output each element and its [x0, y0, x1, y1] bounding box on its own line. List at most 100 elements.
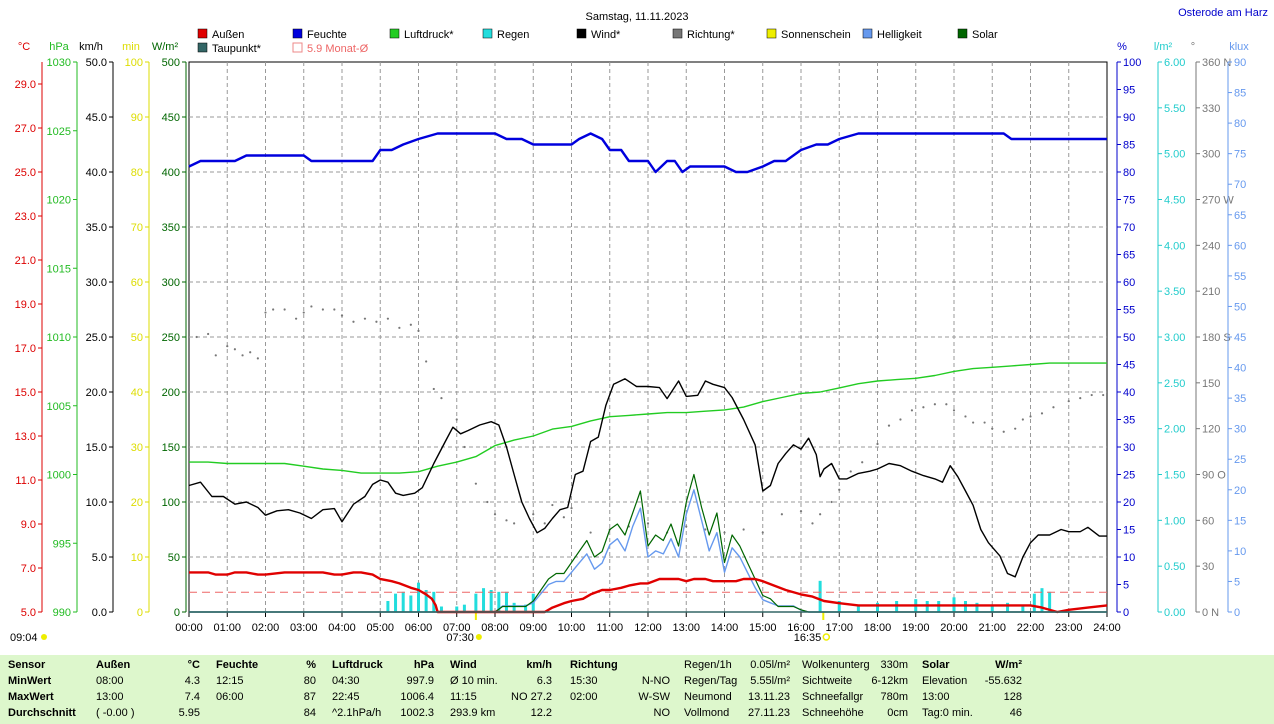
- axis-tick-label: 55: [1234, 271, 1246, 283]
- misc-label: Regen/Tag: [684, 675, 738, 687]
- stat-time: Wind: [450, 659, 477, 671]
- direction-point: [991, 427, 994, 430]
- direction-point: [723, 531, 726, 534]
- axis-tick-label: 180 S: [1202, 332, 1231, 344]
- sunrise-time: 07:30: [446, 632, 474, 644]
- x-axis-tick-label: 23:00: [1055, 622, 1083, 634]
- rain-bar: [489, 590, 493, 612]
- direction-point: [830, 500, 833, 504]
- series-line-solar: [189, 473, 1107, 613]
- axis-tick-label: 35: [1123, 415, 1135, 427]
- axis-tick-label: 35.0: [86, 222, 107, 234]
- axis-tick-label: 0: [174, 607, 180, 619]
- direction-point: [295, 317, 298, 320]
- axis-tick-label: 1.00: [1164, 515, 1185, 527]
- stat-value: 84: [303, 707, 316, 719]
- stat-value: 7.4: [184, 691, 200, 703]
- direction-point: [333, 308, 336, 311]
- direction-point: [1014, 427, 1017, 430]
- axis-tick-label: 200: [162, 387, 180, 399]
- solar-value: 128: [1003, 691, 1022, 703]
- stat-time: ^2.1hPa/h: [332, 707, 382, 719]
- axis-tick-label: 90: [1234, 57, 1246, 69]
- axis-tick-label: 500: [162, 57, 180, 69]
- axis-unit: %: [1117, 41, 1127, 53]
- direction-point: [933, 403, 936, 406]
- direction-point: [1067, 400, 1070, 403]
- direction-point: [310, 305, 313, 308]
- axis-tick-label: 40: [131, 387, 143, 399]
- axis-tick-label: 995: [53, 538, 71, 550]
- direction-point: [1029, 415, 1032, 418]
- legend-label: Regen: [497, 29, 529, 41]
- x-axis-tick-label: 11:00: [596, 622, 623, 634]
- misc-value: 27.11.23: [747, 707, 790, 719]
- axis-tick-label: 5.0: [92, 552, 107, 564]
- direction-point: [742, 528, 745, 531]
- direction-point: [386, 317, 389, 320]
- axis-tick-label: 29.0: [15, 79, 36, 91]
- direction-point: [780, 513, 783, 516]
- legend-label: Helligkeit: [877, 29, 922, 41]
- x-axis-tick-label: 00:00: [175, 622, 203, 634]
- axis-tick-label: 10.0: [86, 497, 107, 509]
- direction-point: [964, 415, 967, 418]
- legend-label: Sonnenschein: [781, 29, 851, 41]
- axis-unit: min: [122, 41, 140, 53]
- axis-tick-label: 21.0: [15, 255, 36, 267]
- stat-time: ( -0.00 ): [96, 707, 135, 719]
- axis-tick-label: 0 N: [1202, 607, 1219, 619]
- x-axis-tick-label: 05:00: [366, 622, 394, 634]
- rain-bar: [1032, 593, 1036, 612]
- axis-tick-label: 50: [131, 332, 143, 344]
- axis-unit: °: [1191, 41, 1195, 53]
- stat-time: Luftdruck: [332, 659, 383, 671]
- axis-tick-label: 150: [1202, 378, 1220, 390]
- axis-tick-label: 30: [131, 442, 143, 454]
- direction-point: [474, 482, 477, 485]
- x-axis-tick-label: 17:00: [825, 622, 853, 634]
- axis-tick-label: 35: [1234, 393, 1246, 405]
- stat-time: 13:00: [96, 691, 124, 703]
- axis-tick-label: 60: [1234, 240, 1246, 252]
- direction-point: [838, 488, 841, 491]
- misc-label: Sichtweite: [802, 675, 853, 687]
- direction-point: [972, 421, 975, 424]
- direction-point: [551, 503, 554, 507]
- series-line-helligkeit: [189, 489, 1107, 613]
- axis-tick-label: 0: [1123, 607, 1129, 619]
- axis-tick-label: 1005: [47, 401, 71, 413]
- axis-tick-label: 0.50: [1164, 561, 1185, 573]
- direction-point: [945, 403, 948, 406]
- solar-label: Tag:0 min.: [922, 707, 973, 719]
- axis-tick-label: 40.0: [86, 167, 107, 179]
- stat-time: 04:30: [332, 675, 360, 687]
- axis-tick-label: 30.0: [86, 277, 107, 289]
- axis-tick-label: 60: [1202, 515, 1214, 527]
- direction-point: [214, 354, 217, 357]
- legend-label: Solar: [972, 29, 998, 41]
- direction-point: [1021, 418, 1024, 421]
- direction-point: [1079, 397, 1082, 400]
- misc-label: Wolkenunterg: [802, 659, 870, 671]
- direction-point: [761, 531, 764, 534]
- axis-tick-label: 5.50: [1164, 103, 1185, 115]
- x-axis-tick-label: 19:00: [902, 622, 930, 634]
- direction-point: [398, 326, 401, 329]
- axis-tick-label: 210: [1202, 286, 1220, 298]
- axis-tick-label: 10: [1123, 552, 1135, 564]
- axis-tick-label: 400: [162, 167, 180, 179]
- axis-tick-label: 65: [1234, 210, 1246, 222]
- axis-tick-label: 70: [1123, 222, 1135, 234]
- direction-point: [195, 335, 198, 339]
- x-axis-tick-label: 03:00: [290, 622, 318, 634]
- legend-swatch: [389, 28, 400, 39]
- axis-tick-label: 350: [162, 222, 180, 234]
- axis-tick-label: 17.0: [15, 343, 36, 355]
- direction-point: [1040, 412, 1044, 415]
- axis-tick-label: 95: [1123, 85, 1135, 97]
- direction-point: [646, 522, 650, 525]
- solar-label: Elevation: [922, 675, 968, 687]
- axis-tick-label: 50: [1123, 332, 1135, 344]
- axis-tick-label: 23.0: [15, 211, 36, 223]
